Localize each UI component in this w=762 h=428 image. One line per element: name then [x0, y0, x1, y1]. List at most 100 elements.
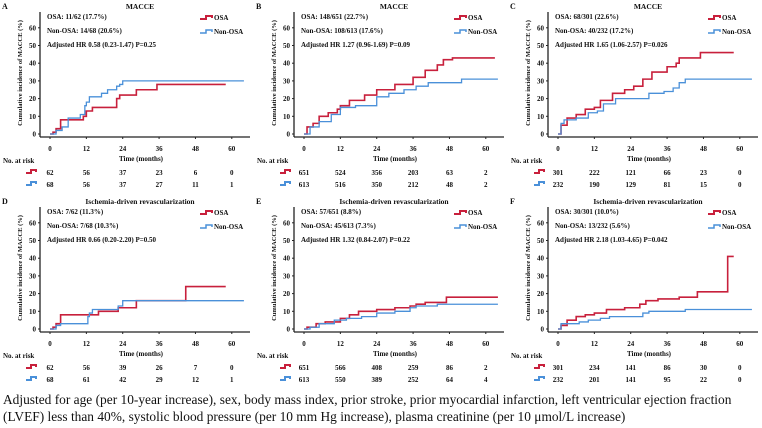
stat-text: Non-OSA: 45/613 (7.3%) — [301, 222, 377, 230]
risk-value: 0 — [230, 364, 234, 372]
legend-swatch-non-osa — [200, 29, 213, 34]
risk-value: 201 — [589, 376, 600, 384]
x-tick-label: 12 — [591, 340, 599, 348]
y-tick-label: 50 — [29, 237, 37, 245]
legend-label: Non-OSA — [722, 28, 751, 36]
panel-letter: A — [2, 2, 8, 11]
y-tick-label: 50 — [537, 237, 545, 245]
risk-value: 62 — [47, 364, 55, 372]
x-tick-label: 12 — [83, 340, 91, 348]
risk-value: 203 — [408, 169, 419, 177]
risk-value: 1 — [230, 376, 234, 384]
risk-table-label: No. at risk — [257, 352, 288, 360]
panel-d: D Ischemia-driven revascularization 0 10 20 3… — [0, 195, 254, 390]
legend-swatch-osa — [454, 210, 467, 215]
risk-value: 0 — [738, 376, 742, 384]
chart-title: MACCE — [126, 2, 154, 11]
stat-text: Adjusted HR 1.65 (1.06-2.57) P=0.026 — [555, 41, 668, 49]
stat-text: Adjusted HR 0.58 (0.23-1.47) P=0.25 — [47, 41, 156, 49]
x-tick-label: 24 — [119, 340, 127, 348]
risk-table-label: No. at risk — [257, 157, 288, 165]
risk-value: 121 — [625, 169, 636, 177]
risk-value: 524 — [335, 169, 346, 177]
y-axis-label: Cumulative incidence of MACCE (%) — [271, 20, 278, 126]
stat-text: Non-OSA: 14/68 (20.6%) — [47, 27, 123, 35]
km-curve-non-osa — [50, 80, 244, 135]
risk-value: 408 — [371, 364, 382, 372]
legend-label: OSA — [214, 209, 228, 217]
figure-caption: Adjusted for age (per 10-year increase),… — [3, 392, 732, 424]
x-tick-label: 48 — [446, 340, 454, 348]
x-tick-label: 24 — [373, 340, 381, 348]
panel-f: F Ischemia-driven revascularization 0 10 20 3… — [508, 195, 762, 390]
risk-value: 23 — [700, 169, 708, 177]
legend-swatch-osa — [454, 15, 467, 20]
y-tick-label: 10 — [283, 113, 291, 121]
legend-swatch-non-osa — [200, 224, 213, 229]
risk-value: 95 — [664, 376, 672, 384]
stat-text: OSA: 7/62 (11.3%) — [47, 208, 104, 216]
x-axis-label: Time (months) — [373, 350, 418, 358]
risk-value: 516 — [335, 181, 346, 189]
chart-title: MACCE — [634, 2, 662, 11]
risk-value: 389 — [371, 376, 382, 384]
y-tick-label: 30 — [29, 77, 37, 85]
x-tick-label: 0 — [302, 340, 306, 348]
y-tick-label: 10 — [29, 308, 37, 316]
risk-swatch-non-osa — [534, 376, 545, 381]
x-tick-label: 12 — [83, 145, 91, 153]
risk-value: 0 — [738, 364, 742, 372]
panel-b: B MACCE 0 10 20 30 40 50 60 0 12 24 36 48 60 Time (mont… — [254, 0, 508, 195]
x-tick-label: 48 — [192, 145, 200, 153]
risk-value: 56 — [83, 169, 91, 177]
risk-value: 2 — [484, 169, 488, 177]
x-tick-label: 60 — [482, 145, 490, 153]
legend-label: Non-OSA — [214, 223, 243, 231]
risk-value: 68 — [47, 376, 55, 384]
risk-value: 141 — [625, 376, 636, 384]
risk-value: 234 — [589, 364, 600, 372]
x-tick-label: 12 — [591, 145, 599, 153]
km-curve-non-osa — [304, 78, 498, 135]
risk-swatch-osa — [26, 364, 37, 369]
y-tick-label: 20 — [283, 290, 291, 298]
risk-value: 23 — [156, 169, 164, 177]
y-axis-label: Cumulative incidence of MACCE (%) — [17, 20, 24, 126]
x-tick-label: 0 — [302, 145, 306, 153]
y-tick-label: 40 — [537, 60, 545, 68]
risk-value: 356 — [371, 169, 382, 177]
km-curve-non-osa — [50, 300, 244, 330]
risk-value: 350 — [371, 181, 382, 189]
risk-value: 566 — [335, 364, 346, 372]
risk-value: 301 — [553, 364, 564, 372]
x-tick-label: 0 — [48, 340, 52, 348]
legend-label: OSA — [468, 209, 482, 217]
stat-text: OSA: 57/651 (8.8%) — [301, 208, 362, 216]
x-tick-label: 60 — [736, 340, 744, 348]
risk-value: 63 — [446, 169, 454, 177]
x-tick-label: 24 — [373, 145, 381, 153]
risk-value: 27 — [156, 181, 164, 189]
panel-c: C MACCE 0 10 20 30 40 50 60 0 12 24 36 48 60 Time (mont… — [508, 0, 762, 195]
panel-e: E Ischemia-driven revascularization 0 10 20 3… — [254, 195, 508, 390]
stat-text: OSA: 11/62 (17.7%) — [47, 13, 107, 21]
y-tick-label: 10 — [537, 308, 545, 316]
stat-text: OSA: 68/301 (22.6%) — [555, 13, 619, 21]
chart-title: MACCE — [380, 2, 408, 11]
risk-swatch-non-osa — [26, 376, 37, 381]
stat-text: Adjusted HR 1.27 (0.96-1.69) P=0.09 — [301, 41, 410, 49]
x-tick-label: 36 — [664, 340, 672, 348]
risk-value: 62 — [47, 169, 55, 177]
km-curve-osa — [304, 296, 498, 330]
risk-value: 48 — [446, 181, 454, 189]
y-tick-label: 40 — [29, 60, 37, 68]
risk-table-label: No. at risk — [511, 157, 542, 165]
risk-value: 232 — [553, 181, 564, 189]
risk-value: 212 — [408, 181, 419, 189]
x-axis-label: Time (months) — [119, 350, 164, 358]
risk-swatch-osa — [534, 169, 545, 174]
y-axis-label: Cumulative incidence of MACCE (%) — [17, 215, 24, 321]
risk-value: 613 — [299, 376, 310, 384]
risk-value: 550 — [335, 376, 346, 384]
risk-value: 56 — [83, 364, 91, 372]
